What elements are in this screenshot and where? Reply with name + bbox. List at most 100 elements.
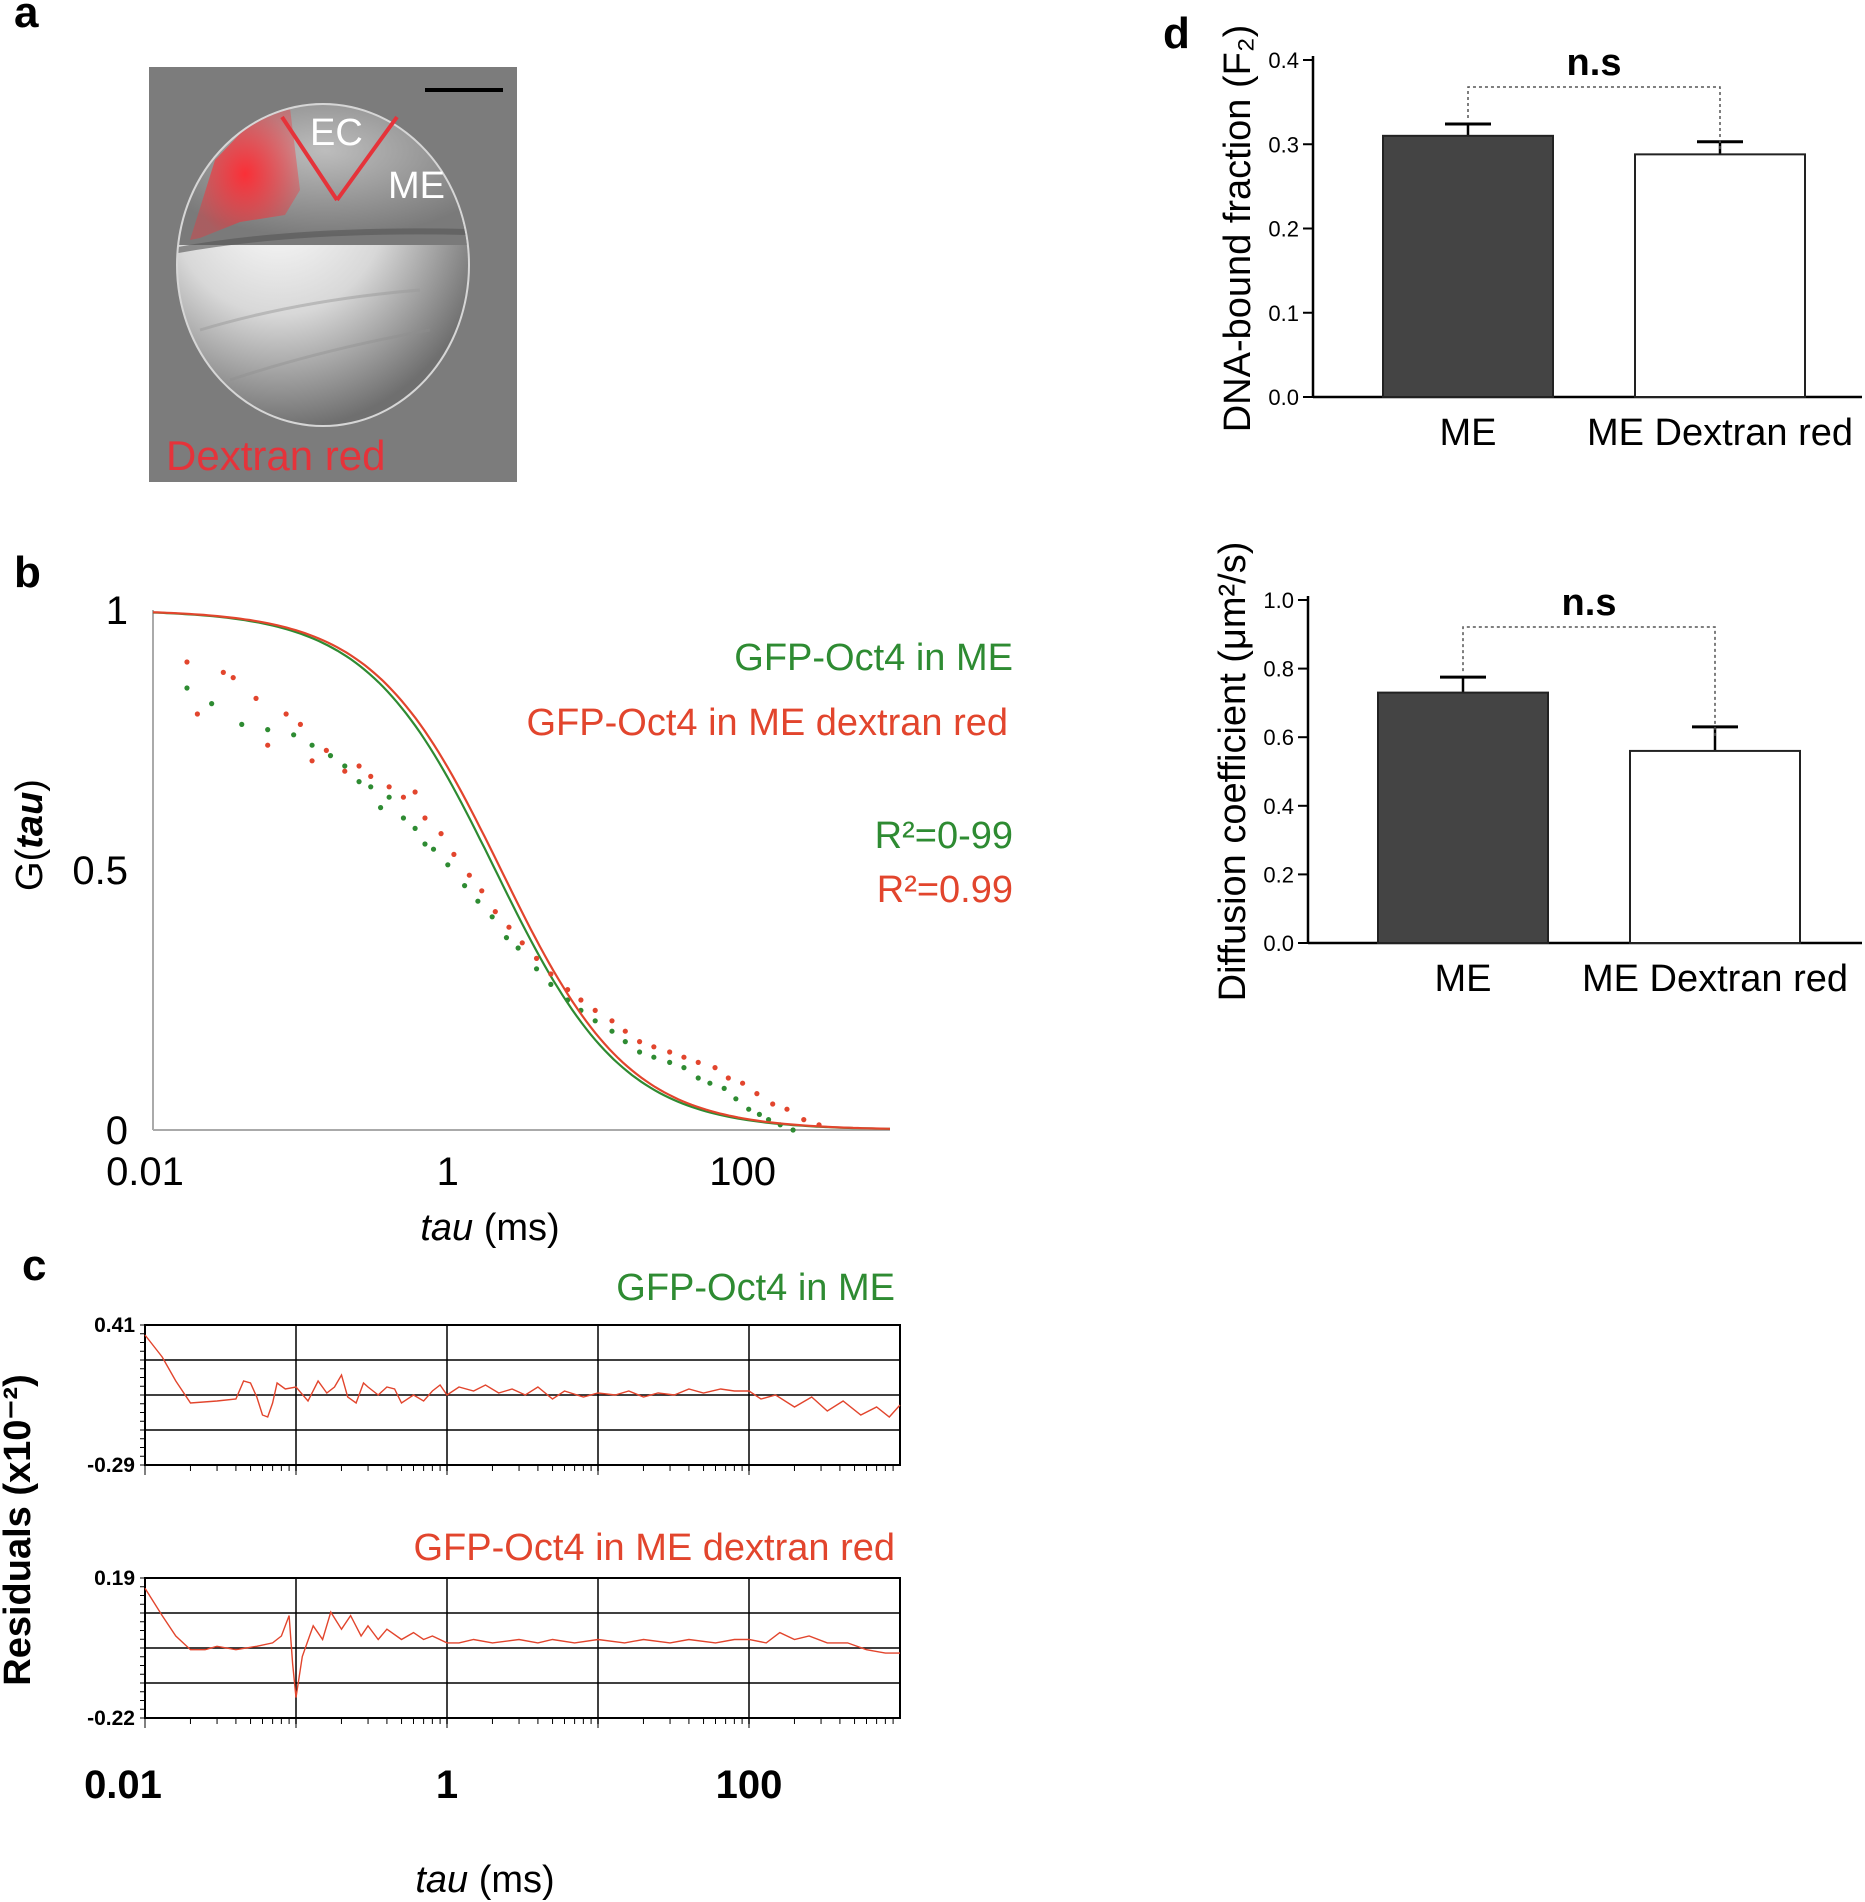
b-x-axis-label: tau (ms) <box>420 1207 559 1249</box>
residual-x-tick-label: 100 <box>716 1763 783 1807</box>
b-data-point <box>667 1059 673 1065</box>
b-data-point <box>368 773 374 780</box>
b-data-point <box>740 1080 746 1086</box>
b-data-point <box>533 966 540 972</box>
b-data-point <box>194 711 200 717</box>
residual-y-tick-label: -0.29 <box>87 1454 135 1477</box>
b-x-tick-label: 1 <box>437 1150 459 1194</box>
b-data-point <box>770 1101 776 1107</box>
b-data-point <box>461 883 468 889</box>
b-data-point <box>651 1054 657 1060</box>
d-category-label: ME <box>1435 958 1492 1000</box>
b-data-point <box>291 732 297 738</box>
b-y-tick-label: 0 <box>106 1109 128 1153</box>
c1-title: GFP-Oct4 in ME <box>616 1267 895 1309</box>
b-data-point <box>230 675 236 681</box>
b-data-point <box>489 914 495 920</box>
d-bar <box>1634 153 1806 398</box>
dextran-red-region <box>190 108 300 240</box>
b-data-point <box>412 825 418 832</box>
d-bar <box>1382 134 1554 398</box>
panel-c-letter: c <box>22 1241 46 1290</box>
b-y-tick-label: 0.5 <box>72 849 128 893</box>
b-data-point <box>712 1065 718 1071</box>
b-data-point <box>721 1085 727 1091</box>
b-data-point <box>801 1117 807 1123</box>
b-data-point <box>356 779 362 785</box>
b-data-point <box>184 659 190 665</box>
panel-c: c GFP-Oct4 in ME GFP-Oct4 in ME dextran … <box>0 1241 901 1901</box>
b-data-point <box>756 1111 762 1117</box>
d-significance-label: n.s <box>1562 582 1617 624</box>
d-category-label: ME <box>1440 412 1497 454</box>
b-y-tick-label: 1 <box>106 589 128 633</box>
b-data-point <box>323 747 329 754</box>
b-data-point <box>475 898 481 904</box>
b-data-point <box>503 935 510 941</box>
d-y-tick-label: 0.0 <box>1268 385 1299 410</box>
b-data-point <box>506 924 512 930</box>
b-data-point <box>592 1007 598 1014</box>
b-data-point <box>578 997 584 1003</box>
d-y-tick-label: 0.0 <box>1263 931 1294 956</box>
b-data-point <box>239 721 245 728</box>
b-data-point <box>695 1059 701 1065</box>
ec-boundary-left <box>280 115 339 202</box>
c-x-axis-label: tau (ms) <box>415 1859 554 1901</box>
legend-green-r2: R²=0-99 <box>875 815 1013 857</box>
d-y-tick-label: 0.2 <box>1268 217 1299 242</box>
d-y-tick-label: 1.0 <box>1263 588 1294 613</box>
b-data-point <box>790 1127 796 1133</box>
b-plot-area <box>152 611 891 1133</box>
d-bar <box>1629 749 1801 944</box>
b-data-point <box>283 711 289 717</box>
b-x-tick-label: 100 <box>709 1150 776 1194</box>
residual-x-tick-label: 1 <box>436 1763 458 1807</box>
d-y-tick-label: 0.8 <box>1263 657 1294 682</box>
b-data-point <box>609 1028 615 1034</box>
panel-b: b 0.01 1 100 0 0.5 1 G(tau) tau (ms) GFP-Oct4… <box>9 548 1013 1249</box>
b-data-point <box>515 945 521 951</box>
b-data-point <box>386 794 392 800</box>
d-category-label: ME Dextran red <box>1582 958 1848 1000</box>
b-data-point <box>342 768 348 774</box>
b-data-point <box>253 695 259 702</box>
residual-y-tick-label: 0.41 <box>94 1314 135 1337</box>
residual-line <box>144 1334 901 1418</box>
d-significance-bracket <box>1462 626 1716 737</box>
b-data-point <box>681 1054 687 1060</box>
b-data-point <box>377 805 384 811</box>
b-data-point <box>519 940 525 946</box>
b-y-axis-label: G(tau) <box>9 779 51 891</box>
b-data-point <box>342 763 348 769</box>
label-dextran-red: Dextran red <box>166 432 385 479</box>
d-significance-bracket <box>1467 86 1721 152</box>
d1-bar-chart: 0.0 0.1 0.2 0.3 0.4 DNA-bound fraction (F₂) ME… <box>1217 25 1862 454</box>
d-y-tick-label: 0.2 <box>1263 862 1294 887</box>
b-data-point <box>412 789 418 795</box>
b-data-point <box>725 1075 731 1081</box>
b-data-point <box>386 784 392 790</box>
b-data-point <box>297 721 303 728</box>
d-bar <box>1377 691 1549 944</box>
b-data-point <box>784 1106 790 1112</box>
b-data-point <box>651 1044 657 1050</box>
b-data-point <box>622 1028 628 1034</box>
residual-y-tick-label: -0.22 <box>87 1707 135 1730</box>
b-data-point <box>184 685 190 691</box>
b-data-point <box>681 1065 687 1071</box>
b-fit-curve <box>152 611 891 1130</box>
b-data-point <box>451 851 457 858</box>
d-y-tick-label: 0.1 <box>1268 301 1299 326</box>
b-data-point <box>592 1018 598 1024</box>
b-data-point <box>533 955 540 962</box>
d-y-tick-label: 0.4 <box>1263 794 1294 819</box>
b-data-point <box>265 742 271 748</box>
b-data-point <box>327 753 334 759</box>
b-data-point <box>356 763 362 769</box>
legend-green-label: GFP-Oct4 in ME <box>734 637 1013 679</box>
b-data-point <box>754 1091 760 1097</box>
b-data-point <box>445 862 451 868</box>
b-data-point <box>695 1075 701 1081</box>
